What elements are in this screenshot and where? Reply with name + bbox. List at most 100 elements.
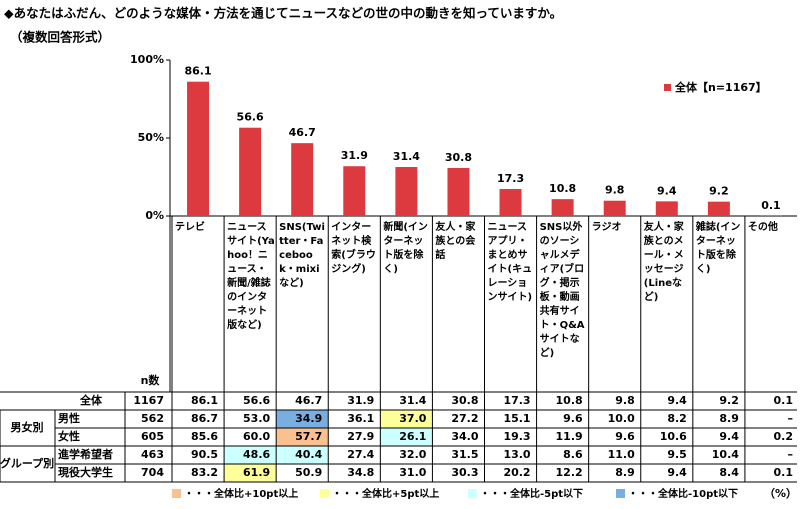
cell: 31.0 xyxy=(399,466,426,479)
cell: 9.4 xyxy=(667,394,687,407)
row-n: 562 xyxy=(141,412,164,425)
bar xyxy=(239,127,262,216)
cell: 50.9 xyxy=(295,466,322,479)
cell: 53.0 xyxy=(243,412,270,425)
data-label: 9.4 xyxy=(657,184,677,197)
x-tick-label: SNS以外のソーシャルメディア(ブログ・掲示板・動画共有サイト・Q&Aサイトなど… xyxy=(539,222,585,359)
legend-label: ・・・全体比+5pt以上 xyxy=(332,487,439,500)
cell: 37.0 xyxy=(399,412,426,425)
cell: 9.4 xyxy=(667,466,687,479)
bar xyxy=(395,167,418,216)
cell: 10.8 xyxy=(556,394,583,407)
cell: 26.1 xyxy=(399,430,426,443)
cell: 9.5 xyxy=(667,448,687,461)
x-tick-label: ラジオ xyxy=(591,222,622,233)
row-label: 女性 xyxy=(58,429,80,443)
cell: – xyxy=(788,448,794,461)
cell: 31.4 xyxy=(399,394,426,407)
y-tick-label: 50% xyxy=(138,131,164,144)
data-label: 31.4 xyxy=(393,150,420,163)
cell: 61.9 xyxy=(243,466,270,479)
bar xyxy=(551,199,574,216)
cell: 0.1 xyxy=(774,466,794,479)
bar xyxy=(499,189,522,216)
data-label: 86.1 xyxy=(184,65,211,78)
unit-label: （%） xyxy=(764,487,797,500)
x-tick-label: 友人・家族との会話 xyxy=(435,222,476,261)
data-label: 9.8 xyxy=(605,184,625,197)
cell: 8.9 xyxy=(615,466,635,479)
legend-swatch xyxy=(468,489,477,498)
cell: 10.6 xyxy=(660,430,687,443)
cell: 31.9 xyxy=(347,394,374,407)
chart-title: ◆あなたはふだん、どのような媒体・方法を通じてニュースなどの世の中の動きを知って… xyxy=(4,6,562,21)
group-label: グループ別 xyxy=(0,456,54,470)
cell: 27.9 xyxy=(347,430,374,443)
cell: 31.5 xyxy=(451,448,478,461)
legend-swatch xyxy=(616,489,625,498)
data-label: 56.6 xyxy=(237,111,264,124)
data-label: 30.8 xyxy=(445,151,472,164)
legend-label: ・・・全体比+10pt以上 xyxy=(184,487,298,500)
legend-label: ・・・全体比-5pt以下 xyxy=(480,487,583,500)
cell: 9.6 xyxy=(615,430,635,443)
cell: 86.1 xyxy=(191,394,218,407)
cell: 32.0 xyxy=(399,448,426,461)
legend-swatch xyxy=(320,489,329,498)
bar xyxy=(343,166,366,216)
cell: 10.0 xyxy=(608,412,635,425)
data-label: 10.8 xyxy=(549,182,576,195)
cell: 11.0 xyxy=(608,448,635,461)
cell: 17.3 xyxy=(503,394,530,407)
cell: 0.1 xyxy=(774,394,794,407)
row-label: 進学希望者 xyxy=(58,447,113,461)
cell: 9.4 xyxy=(719,430,739,443)
data-label: 46.7 xyxy=(289,126,316,139)
cell: 9.2 xyxy=(719,394,739,407)
data-label: 31.9 xyxy=(341,149,368,162)
cell-highlight xyxy=(224,464,277,482)
x-tick-label: SNS(Twitter・Facebook・mixiなど) xyxy=(279,222,325,289)
cell: 20.2 xyxy=(503,466,530,479)
legend-swatch xyxy=(664,84,671,91)
x-tick-label: 新聞(インターネット版を除く) xyxy=(383,222,428,275)
cell: 8.4 xyxy=(719,466,739,479)
cell-highlight xyxy=(224,446,277,464)
cell-highlight xyxy=(276,446,329,464)
legend-swatch xyxy=(172,489,181,498)
cell: 60.0 xyxy=(243,430,270,443)
cell-highlight xyxy=(380,428,433,446)
x-tick-label: インターネット検索(ブラウジング) xyxy=(331,222,376,275)
cell: 27.4 xyxy=(347,448,374,461)
data-label: 17.3 xyxy=(497,172,524,185)
cell: 27.2 xyxy=(451,412,478,425)
cell: 30.8 xyxy=(451,394,478,407)
cell: 12.2 xyxy=(556,466,583,479)
cell: 56.6 xyxy=(243,394,270,407)
cell-highlight xyxy=(276,428,329,446)
y-tick-label: 100% xyxy=(130,53,164,66)
x-tick-label: その他 xyxy=(747,222,778,233)
bar xyxy=(291,143,314,216)
x-tick-label: ニュースアプリ・まとめサイト(キュレーションサイト) xyxy=(487,222,533,303)
cell: 85.6 xyxy=(191,430,218,443)
n-label: n数 xyxy=(141,373,161,387)
y-tick-label: 0% xyxy=(145,209,164,222)
x-tick-label: 雑誌(インターネット版を除く) xyxy=(695,222,741,275)
cell: 36.1 xyxy=(347,412,374,425)
x-tick-label: テレビ xyxy=(175,222,205,233)
cell: 15.1 xyxy=(503,412,530,425)
cell: 34.9 xyxy=(295,412,322,425)
bar xyxy=(707,201,730,216)
row-label: 現役大学生 xyxy=(58,465,113,479)
legend-label: ・・・全体比-10pt以下 xyxy=(628,487,738,500)
bar xyxy=(603,200,626,216)
row-n: 605 xyxy=(141,430,164,443)
bar xyxy=(187,81,210,217)
cell: 83.2 xyxy=(191,466,218,479)
group-label: 男女別 xyxy=(11,420,44,434)
bar xyxy=(655,201,678,216)
row-label: 男性 xyxy=(58,411,80,425)
